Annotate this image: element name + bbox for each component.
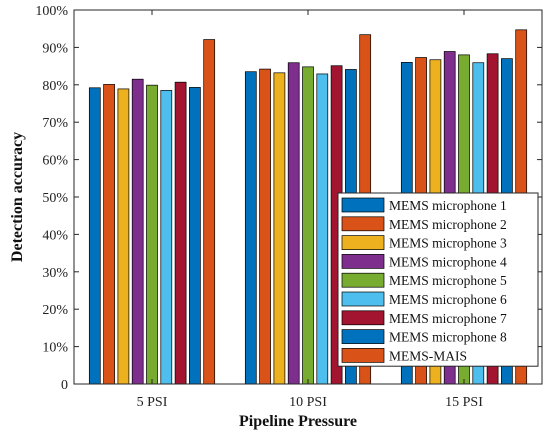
legend-label-4: MEMS microphone 4	[389, 254, 507, 269]
bar-5-2	[302, 66, 314, 385]
legend-swatch-8	[341, 329, 385, 344]
y-tick-label: 30%	[42, 266, 68, 281]
y-tick-label: 80%	[42, 79, 68, 94]
bar-1-1	[88, 87, 101, 385]
legend-swatch-3	[341, 235, 385, 250]
legend-swatch-5	[341, 272, 385, 288]
legend-label-9: MEMS-MAIS	[389, 348, 467, 363]
bar-4-1	[131, 78, 144, 385]
legend-label-3: MEMS microphone 3	[389, 236, 507, 251]
legend-swatch-1	[341, 197, 385, 213]
y-tick-label: 60%	[42, 154, 68, 169]
x-tick-label: 15 PSI	[445, 395, 483, 410]
bar-6-1	[160, 90, 173, 385]
bar-4-2	[287, 62, 300, 385]
bar-1-2	[244, 71, 257, 385]
bar-6-2	[316, 73, 329, 385]
legend-label-5: MEMS microphone 5	[389, 273, 507, 288]
bar-8-1	[189, 87, 201, 385]
y-tick-label: 50%	[42, 191, 68, 206]
legend-swatch-2	[341, 216, 385, 232]
legend-label-7: MEMS microphone 7	[389, 311, 507, 326]
bar-7-1	[174, 81, 187, 385]
legend-label-8: MEMS microphone 8	[389, 330, 507, 345]
y-axis-title: Detection accuracy	[9, 132, 26, 262]
y-tick-label: 90%	[42, 41, 68, 56]
legend-swatch-9	[341, 348, 385, 363]
bar-3-1	[117, 88, 130, 385]
x-tick-label: 10 PSI	[289, 395, 327, 410]
legend: MEMS microphone 1 MEMS microphone 2 MEMS m…	[337, 192, 539, 367]
bar-9-1	[203, 39, 216, 385]
x-tick-label: 5 PSI	[137, 395, 168, 410]
legend-label-1: MEMS microphone 1	[389, 198, 507, 213]
bar-5-1	[146, 84, 158, 385]
bar-2-2	[259, 68, 271, 385]
y-tick-label: 10%	[42, 341, 68, 356]
legend-swatch-4	[341, 254, 385, 269]
legend-swatch-7	[341, 310, 385, 326]
x-axis-title: Pipeline Pressure	[239, 413, 357, 430]
y-tick-label: 0	[61, 378, 68, 393]
y-tick-label: 40%	[42, 228, 68, 243]
legend-label-6: MEMS microphone 6	[389, 292, 507, 307]
axes: 0 10% 20% 30% 40% 50% 60% 70% 80% 90% 100% 5 PSI 10 …	[35, 4, 543, 410]
bar-3-2	[273, 72, 286, 385]
y-tick-label: 100%	[35, 4, 68, 19]
y-tick-label: 70%	[42, 116, 68, 131]
bar-2-1	[103, 84, 115, 385]
legend-swatch-6	[341, 291, 385, 307]
y-tick-label: 20%	[42, 303, 68, 318]
legend-label-2: MEMS microphone 2	[389, 217, 507, 232]
